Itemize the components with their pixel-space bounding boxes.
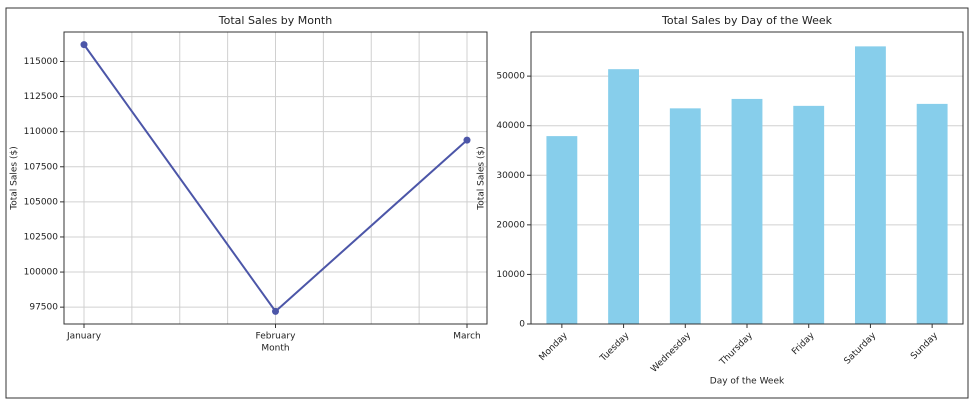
y-tick-label: 107500 [24, 162, 59, 172]
y-axis-label: Total Sales ($) [10, 146, 20, 210]
y-tick-label: 112500 [24, 92, 59, 102]
y-tick-label: 0 [519, 320, 525, 330]
y-axis-label: Total Sales ($) [477, 146, 487, 210]
y-tick-label: 40000 [496, 121, 525, 131]
x-tick-label: March [453, 332, 480, 342]
bar [608, 69, 639, 324]
bar [731, 98, 763, 324]
y-tick-label: 100000 [24, 268, 59, 278]
bar [916, 103, 948, 324]
y-tick-label: 10000 [496, 270, 525, 280]
y-tick-label: 115000 [24, 57, 59, 67]
y-tick-label: 50000 [496, 72, 525, 82]
y-tick-label: 110000 [24, 127, 59, 137]
y-tick-label: 30000 [496, 171, 525, 181]
x-tick-label: February [256, 332, 297, 342]
x-tick-label: January [66, 332, 102, 342]
bar [855, 46, 886, 324]
plot-frame [530, 31, 964, 325]
y-tick-label: 102500 [24, 232, 59, 242]
point [463, 136, 471, 144]
bar [793, 105, 825, 324]
y-tick-label: 97500 [29, 303, 58, 313]
y-tick-label: 20000 [496, 220, 525, 230]
bar [669, 108, 701, 325]
point [80, 41, 88, 49]
plot-frame [63, 31, 488, 325]
chart-title: Total Sales by Day of the Week [661, 14, 833, 27]
chart-title: Total Sales by Month [218, 14, 332, 27]
x-axis-label: Month [261, 344, 289, 354]
bar [546, 136, 578, 324]
x-axis-label: Day of the Week [710, 377, 785, 387]
y-tick-label: 105000 [24, 197, 59, 207]
point [272, 307, 279, 315]
